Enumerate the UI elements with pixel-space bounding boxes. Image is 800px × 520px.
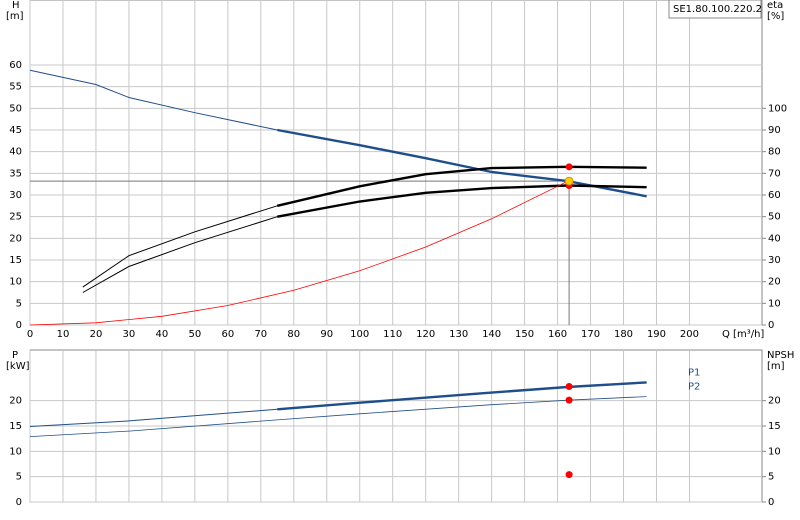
y-tick-label: 45 xyxy=(9,125,22,136)
y2-tick-label: 90 xyxy=(768,125,781,136)
y-axis-title: H xyxy=(12,0,20,11)
x-tick-label: 100 xyxy=(350,329,369,340)
y-tick-label: 60 xyxy=(9,60,22,71)
y-tick-label: 5 xyxy=(16,472,22,483)
duty-point xyxy=(564,176,574,186)
x-tick-label: 40 xyxy=(156,329,169,340)
y-tick-label: 20 xyxy=(9,233,22,244)
y2-tick-label: 70 xyxy=(768,168,781,179)
x-tick-label: 110 xyxy=(383,329,402,340)
duty-marker xyxy=(565,382,573,390)
y2-tick-label: 10 xyxy=(768,446,781,457)
y-tick-label: 35 xyxy=(9,168,22,179)
y-tick-label: 30 xyxy=(9,190,22,201)
y-tick-label: 15 xyxy=(9,421,22,432)
y2-tick-label: 60 xyxy=(768,190,781,201)
y2-axis-unit: [%] xyxy=(767,11,784,22)
y-tick-label: 5 xyxy=(16,298,22,309)
y2-axis-title: NPSH xyxy=(767,350,794,361)
y-tick-label: 25 xyxy=(9,212,22,223)
duty-marker xyxy=(565,163,573,171)
duty-marker xyxy=(565,396,573,404)
x-axis-title: Q [m³/h] xyxy=(722,329,764,340)
y-tick-label: 40 xyxy=(9,147,22,158)
y-tick-label: 0 xyxy=(16,320,22,331)
y-tick-label: 15 xyxy=(9,255,22,266)
x-tick-label: 130 xyxy=(449,329,468,340)
y-tick-label: 10 xyxy=(9,277,22,288)
series-label: P2 xyxy=(688,382,700,393)
y2-tick-label: 10 xyxy=(768,298,781,309)
y-tick-label: 20 xyxy=(9,396,22,407)
y2-tick-label: 80 xyxy=(768,147,781,158)
label-box xyxy=(668,0,762,19)
curve-operating xyxy=(277,128,647,198)
y2-tick-label: 5 xyxy=(768,472,774,483)
x-tick-label: 60 xyxy=(221,329,234,340)
curve-operating xyxy=(277,184,647,218)
x-tick-label: 120 xyxy=(416,329,435,340)
x-tick-label: 160 xyxy=(548,329,567,340)
x-tick-label: 140 xyxy=(482,329,501,340)
x-tick-label: 30 xyxy=(123,329,136,340)
x-tick-label: 20 xyxy=(90,329,103,340)
x-tick-label: 0 xyxy=(27,329,33,340)
x-tick-label: 190 xyxy=(647,329,666,340)
y-axis-unit: [m] xyxy=(6,11,24,22)
curve xyxy=(29,180,568,326)
y2-tick-label: 40 xyxy=(768,233,781,244)
y2-tick-label: 30 xyxy=(768,255,781,266)
y-tick-label: 50 xyxy=(9,103,22,114)
x-tick-label: 10 xyxy=(57,329,70,340)
label-box-text: SE1.80.100.220.2 xyxy=(673,4,762,15)
plot-area xyxy=(29,0,763,326)
y-axis-unit: [kW] xyxy=(6,361,30,372)
y2-tick-label: 100 xyxy=(768,103,787,114)
y2-tick-label: 15 xyxy=(768,421,781,432)
y2-tick-label: 20 xyxy=(768,277,781,288)
y2-tick-label: 50 xyxy=(768,212,781,223)
x-tick-label: 90 xyxy=(320,329,333,340)
curve-operating xyxy=(277,165,647,207)
y-tick-label: 0 xyxy=(16,497,22,508)
y2-axis-title: eta xyxy=(767,0,783,11)
x-tick-label: 70 xyxy=(254,329,267,340)
curve-operating xyxy=(277,381,647,411)
y2-tick-label: 20 xyxy=(768,396,781,407)
y-tick-label: 10 xyxy=(9,446,22,457)
x-tick-label: 170 xyxy=(581,329,600,340)
y-tick-label: 55 xyxy=(9,82,22,93)
y2-axis-unit: [m] xyxy=(767,361,785,372)
x-tick-label: 150 xyxy=(515,329,534,340)
y2-tick-label: 0 xyxy=(768,497,774,508)
x-tick-label: 80 xyxy=(287,329,300,340)
series-label: P1 xyxy=(688,367,700,378)
x-tick-label: 50 xyxy=(188,329,201,340)
x-tick-label: 180 xyxy=(614,329,633,340)
duty-marker xyxy=(565,471,573,479)
y-axis-title: P xyxy=(12,350,18,361)
x-tick-label: 200 xyxy=(680,329,699,340)
y2-tick-label: 0 xyxy=(768,320,774,331)
